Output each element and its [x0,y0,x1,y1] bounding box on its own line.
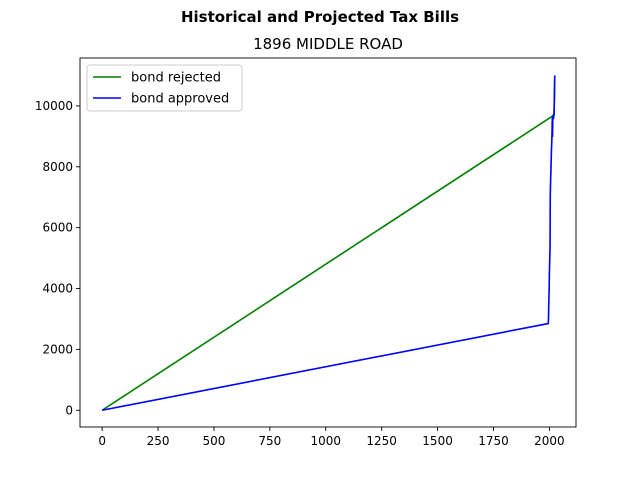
x-tick-label: 750 [258,434,281,448]
legend-label-2: bond approved [131,92,229,107]
chart-suptitle: Historical and Projected Tax Bills [181,8,459,26]
y-tick-label: 2000 [42,342,73,356]
axes-frame [79,57,577,428]
series-line-1 [101,75,556,411]
x-tick-label: 2000 [534,434,565,448]
plot-area: 0 250 500 750 1000 1250 1500 1750 2000 0 2000 4000 6… [35,57,577,448]
y-tick-label: 6000 [42,221,73,235]
x-tick-label: 0 [98,434,106,448]
y-tick-label: 0 [65,403,73,417]
x-tick-label: 500 [202,434,225,448]
x-tick-label: 1000 [310,434,341,448]
legend-label-1: bond rejected [131,71,221,86]
y-tick-label: 10000 [35,99,73,113]
x-tick-label: 1750 [478,434,509,448]
chart-title: 1896 MIDDLE ROAD [253,35,403,53]
x-tick-label: 250 [147,434,170,448]
x-tick-label: 1500 [422,434,453,448]
y-tick-label: 8000 [42,160,73,174]
legend-frame [86,64,243,112]
x-tick-label: 1250 [366,434,397,448]
y-tick-label: 4000 [42,282,73,296]
legend: bond rejected bond approved [86,64,243,112]
series-line-2 [101,75,556,412]
